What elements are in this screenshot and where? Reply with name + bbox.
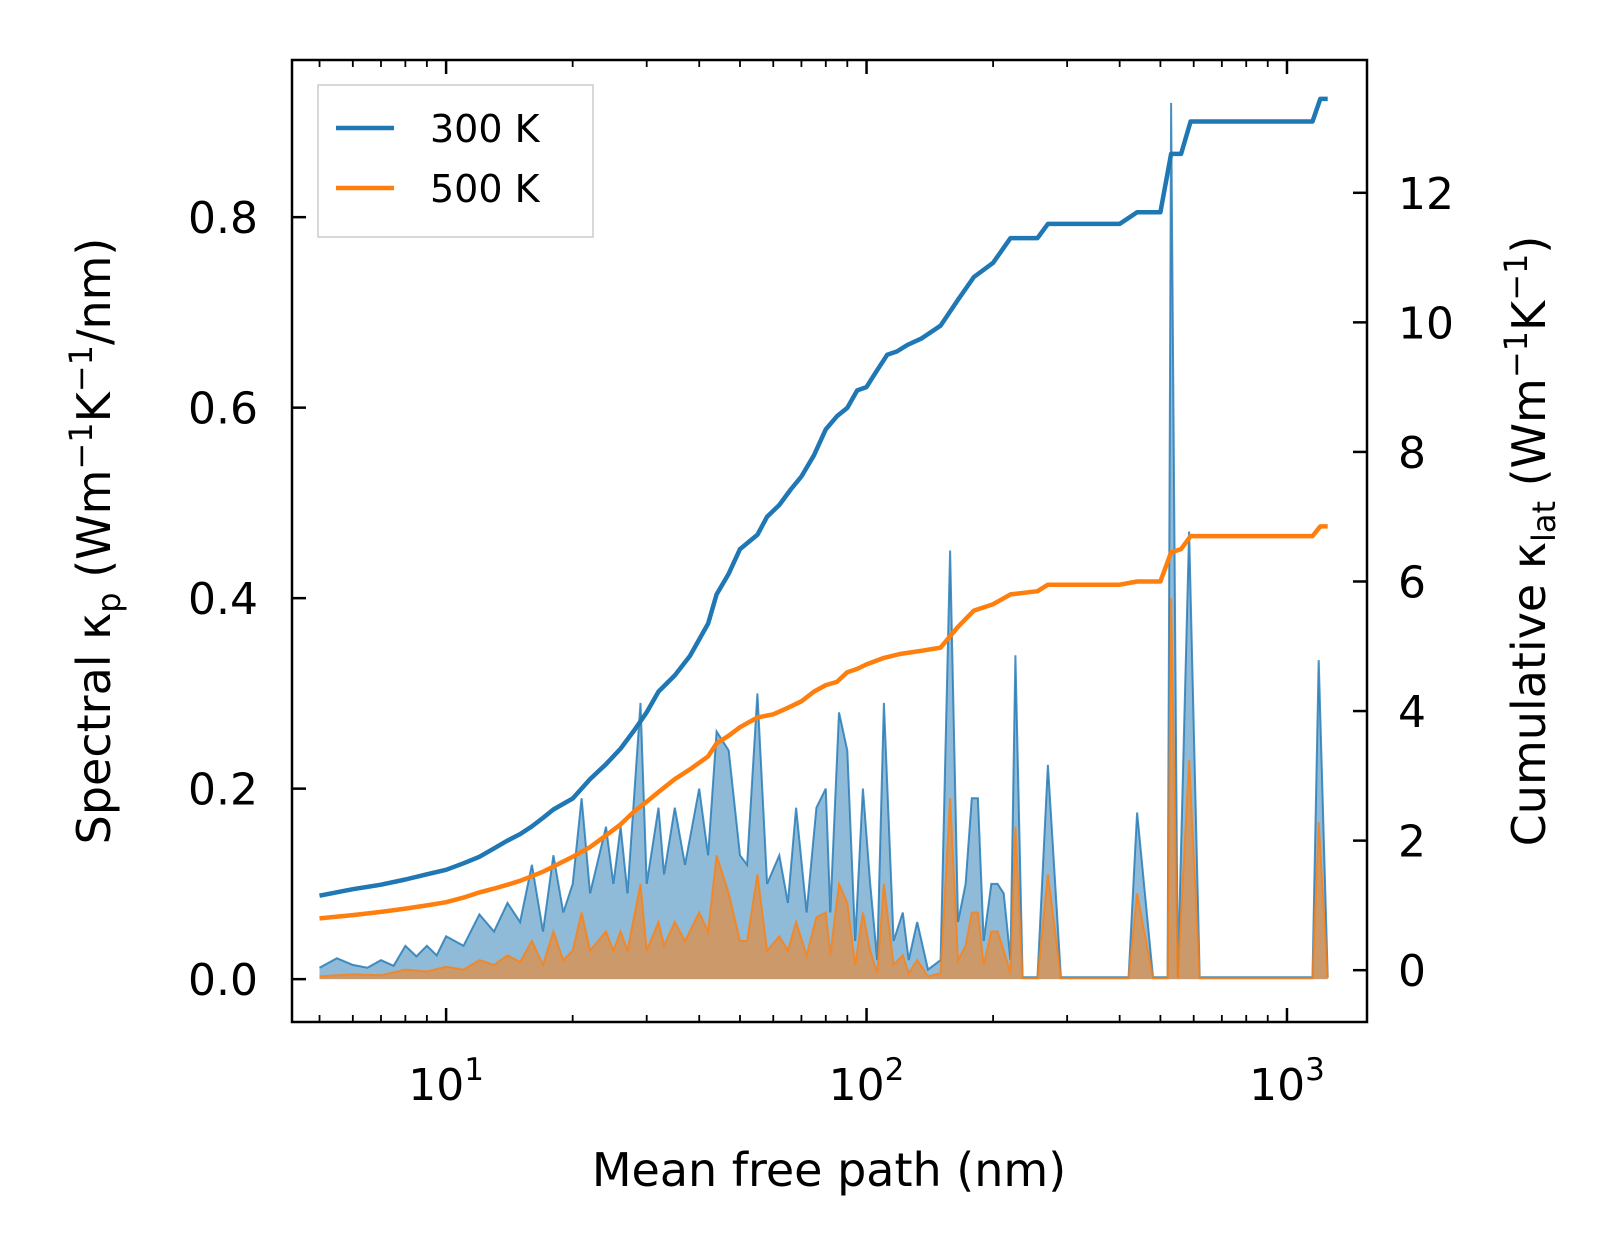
left-y-title-main: Spectral κ [67, 613, 121, 845]
spectral-fill-300k [319, 102, 1328, 980]
right-y-title-main: Cumulative κ [1502, 542, 1556, 846]
x-axis-title: Mean free path (nm) [592, 1143, 1066, 1197]
right-y-title-k: K [1502, 299, 1556, 331]
plot-frame [290, 58, 1369, 1024]
right-y-tick-label: 8 [1398, 428, 1426, 479]
x-tick-base: 10 [1249, 1060, 1305, 1111]
x-tick-exponent: 1 [464, 1052, 484, 1088]
right-y-title-unit-open: (Wm [1502, 378, 1556, 501]
right-y-axis-title: Cumulative κlat (Wm−1K−1) [1497, 236, 1563, 847]
left-y-tick-label: 0.4 [188, 574, 258, 625]
right-y-title-sup1: −1 [1497, 331, 1535, 378]
right-y-tick-label: 0 [1398, 946, 1426, 997]
cumulative-line-300k [319, 96, 1328, 898]
x-tick-base: 10 [408, 1060, 464, 1111]
left-y-title-sup1: −1 [62, 422, 100, 469]
x-tick-base: 10 [829, 1060, 885, 1111]
x-tick-exponent: 2 [885, 1052, 905, 1088]
right-y-title-unit-close: ) [1502, 236, 1556, 254]
left-y-title-sup2: −1 [62, 345, 100, 392]
right-y-tick-label: 10 [1398, 298, 1454, 349]
left-y-title-sub: p [90, 592, 128, 612]
spectral-line-500k [319, 598, 1329, 980]
left-y-tick-label: 0.2 [188, 765, 258, 816]
legend: 300 K 500 K [317, 84, 594, 238]
right-y-tick-label: 4 [1398, 687, 1426, 738]
series-layer [319, 96, 1329, 980]
left-y-tick-label: 0.0 [188, 955, 258, 1006]
x-tick-label: 102 [829, 1052, 905, 1111]
x-tick-label: 101 [408, 1052, 484, 1111]
left-y-title-unit-open: (Wm [67, 470, 121, 593]
legend-label-500k: 500 K [430, 167, 541, 211]
right-y-tick-label: 6 [1398, 557, 1426, 608]
legend-label-300k: 300 K [430, 107, 541, 151]
left-y-axis-title: Spectral κp (Wm−1K−1/nm) [62, 238, 128, 845]
left-y-tick-label: 0.8 [188, 193, 258, 244]
right-y-tick-label: 12 [1398, 169, 1454, 220]
spectral-line-300k [319, 102, 1329, 979]
legend-box [317, 84, 594, 238]
x-tick-label: 103 [1249, 1052, 1325, 1111]
left-y-title-k: K [67, 390, 121, 422]
x-tick-exponent: 3 [1305, 1052, 1325, 1088]
right-y-title-sub: lat [1525, 501, 1563, 542]
right-y-tick-label: 2 [1398, 817, 1426, 868]
right-y-title-sup2: −1 [1497, 254, 1535, 301]
cumulative-line-500k [319, 524, 1328, 921]
left-y-tick-label: 0.6 [188, 384, 258, 435]
left-y-title-unit-close: /nm) [67, 238, 121, 345]
